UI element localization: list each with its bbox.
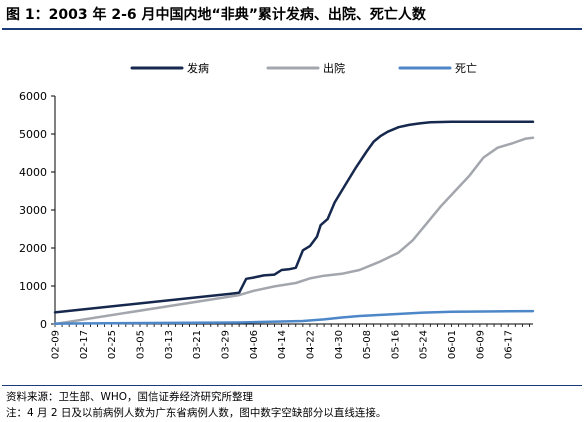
legend-label-3: 死亡 bbox=[455, 61, 477, 75]
x-tick-label: 06-17 bbox=[504, 330, 515, 359]
y-tick-label: 1000 bbox=[19, 280, 47, 293]
series-line-2 bbox=[53, 136, 535, 326]
series-line-1 bbox=[53, 120, 535, 314]
x-tick-label: 02-25 bbox=[107, 330, 118, 359]
x-tick-label: 03-29 bbox=[220, 330, 231, 359]
title-rule bbox=[2, 28, 582, 30]
y-tick-label: 2000 bbox=[19, 242, 47, 255]
y-tick-label: 6000 bbox=[19, 90, 47, 103]
x-tick-label: 05-24 bbox=[419, 330, 430, 359]
x-tick-label: 03-21 bbox=[192, 330, 203, 359]
legend-label-1: 发病 bbox=[187, 61, 209, 75]
y-tick-label: 4000 bbox=[19, 166, 47, 179]
line-chart: 0 1000 2000 3000 4000 5000 6000 02-09 02-17 02-25… bbox=[19, 61, 535, 359]
x-tick-label: 04-30 bbox=[334, 330, 345, 359]
x-tick-label: 03-05 bbox=[135, 330, 146, 359]
x-tick-label: 03-13 bbox=[164, 330, 175, 359]
figure-title: 图 1：2003 年 2-6 月中国内地“非典”累计发病、出院、死亡人数 bbox=[6, 7, 426, 23]
source-note: 资料来源：卫生部、WHO，国信证券经济研究所整理 bbox=[6, 391, 254, 403]
legend-label-2: 出院 bbox=[323, 61, 345, 75]
x-tick-label: 06-01 bbox=[447, 330, 458, 359]
series-line-3 bbox=[53, 309, 535, 325]
x-tick-label: 05-16 bbox=[390, 330, 401, 359]
x-tick-label: 04-22 bbox=[305, 330, 316, 359]
x-tick-label: 05-08 bbox=[362, 330, 373, 359]
y-tick-label: 5000 bbox=[19, 128, 47, 141]
x-tick-label: 02-09 bbox=[51, 330, 62, 359]
x-tick-label: 02-17 bbox=[79, 330, 90, 359]
x-tick-label: 04-14 bbox=[277, 330, 288, 359]
y-tick-label: 0 bbox=[40, 318, 47, 331]
footnote: 注：4 月 2 日及以前病例人数为广东省病例人数，图中数字空缺部分以直线连接。 bbox=[6, 407, 387, 419]
x-tick-label: 04-06 bbox=[249, 330, 260, 359]
y-tick-label: 3000 bbox=[19, 204, 47, 217]
x-tick-label: 06-09 bbox=[475, 330, 486, 359]
footer-rule bbox=[2, 385, 582, 386]
